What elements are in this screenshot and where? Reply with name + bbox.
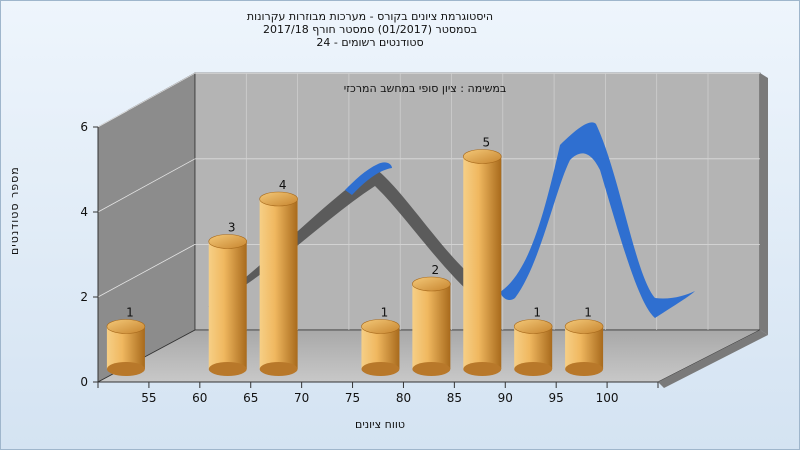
- bar-base: [565, 362, 604, 376]
- bar-base: [463, 362, 502, 376]
- bar: 1: [106, 306, 146, 376]
- bar: 5: [462, 136, 502, 376]
- bar-cap: [259, 191, 298, 207]
- x-tick-label: 100: [596, 391, 619, 405]
- x-tick-label: 90: [498, 391, 513, 405]
- bar-body: [463, 156, 502, 369]
- bar-value-label: 1: [584, 306, 592, 320]
- bar-value-label: 1: [126, 306, 134, 320]
- y-tick-label: 4: [80, 205, 88, 219]
- x-tick-label: 95: [549, 391, 564, 405]
- bar: 1: [361, 306, 400, 376]
- x-tick-label: 85: [447, 391, 462, 405]
- x-tick-label: 55: [141, 391, 156, 405]
- y-tick-label: 6: [80, 120, 88, 134]
- bar-cap: [462, 149, 502, 164]
- bar: 1: [513, 306, 553, 376]
- bar-value-label: 5: [482, 136, 490, 150]
- bar-cap: [106, 319, 146, 334]
- bar-value-label: 2: [432, 263, 440, 277]
- bar-base: [412, 362, 451, 376]
- plot-right-shadow: [760, 73, 768, 335]
- bar-value-label: 4: [279, 178, 287, 192]
- bar: 4: [259, 178, 298, 376]
- bar-cap: [564, 319, 604, 334]
- trend-ribbon-front: [345, 162, 392, 195]
- bar-value-label: 1: [533, 306, 541, 320]
- bar-base: [259, 362, 298, 376]
- bar-body: [412, 284, 451, 369]
- x-axis-label: טווח ציונים: [355, 418, 405, 431]
- bar-value-label: 1: [381, 306, 389, 320]
- bar-base: [106, 362, 145, 376]
- grid-line-side: [97, 158, 196, 213]
- bar-cap: [412, 276, 451, 292]
- x-tick-label: 80: [396, 391, 411, 405]
- bar-body: [259, 199, 298, 369]
- grid-line-side: [97, 72, 196, 128]
- x-axis-ticks: 55 60 65 70 75 80 85 90 95 100: [97, 382, 659, 405]
- bars-layer: 1 3 4 1 2 5 1 1: [106, 136, 604, 376]
- x-tick-label: 75: [345, 391, 360, 405]
- plot-floor-shadow: [658, 330, 768, 388]
- bar: 2: [412, 263, 451, 376]
- bar: 1: [564, 306, 604, 376]
- grid-line-side: [97, 244, 196, 298]
- chart-title-line-1: היסטוגרמת ציונים בקורס - מערכות מבוזרות …: [246, 10, 494, 23]
- chart-title-line-2: בסמסטר (01/2017) סמסטר חורף 2017/18: [263, 23, 477, 36]
- chart-subtitle: במשימה : ציון סופי במחשב המרכזי: [344, 82, 507, 95]
- y-tick-label: 0: [80, 375, 88, 389]
- x-tick-label: 60: [192, 391, 207, 405]
- bar-base: [514, 362, 553, 376]
- y-tick-label: 2: [80, 290, 88, 304]
- trend-ribbon-back: [208, 168, 478, 307]
- bar-base: [361, 362, 400, 376]
- chart-title-line-3: סטודנטים רשומים - 24: [316, 36, 424, 49]
- bar-base: [208, 362, 247, 376]
- x-tick-label: 70: [294, 391, 309, 405]
- x-tick-label: 65: [243, 391, 258, 405]
- bar-cap: [208, 234, 248, 249]
- y-axis-ticks: 0 2 4 6: [80, 120, 98, 389]
- bar-value-label: 3: [228, 221, 236, 235]
- chart-title: היסטוגרמת ציונים בקורס - מערכות מבוזרות …: [200, 10, 540, 49]
- bar-cap: [513, 319, 553, 334]
- bar: 3: [208, 221, 248, 376]
- bar-cap: [361, 319, 400, 334]
- bar-body: [208, 241, 247, 369]
- trend-ribbon-front-right: [500, 122, 695, 318]
